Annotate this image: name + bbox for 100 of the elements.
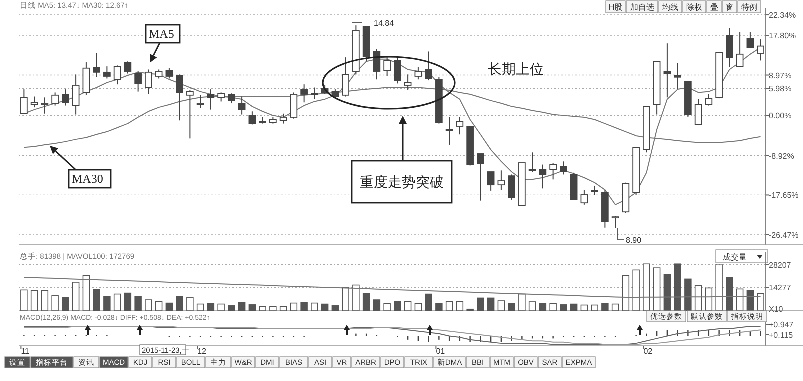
candlestick <box>664 43 672 98</box>
bar <box>134 296 142 312</box>
line-series <box>24 277 762 298</box>
bar <box>373 300 381 312</box>
bar <box>456 301 464 312</box>
bar <box>591 304 598 312</box>
y-tick-label: 22.34% <box>769 11 796 20</box>
candlestick <box>498 170 506 191</box>
bar <box>362 293 370 312</box>
bar <box>238 302 246 312</box>
candlestick <box>248 111 256 126</box>
bar <box>508 303 516 312</box>
bar <box>674 264 682 312</box>
bar <box>72 282 80 312</box>
y-tick-label: 28207 <box>769 260 792 270</box>
bar <box>580 304 588 312</box>
bar <box>539 303 547 312</box>
bar <box>498 300 506 312</box>
bar <box>176 296 184 312</box>
annotation: 成交量 <box>723 253 747 262</box>
candlestick <box>300 84 308 104</box>
candlestick <box>155 69 163 80</box>
y-tick-label: -26.47% <box>769 230 799 240</box>
bar <box>342 287 350 312</box>
candlestick <box>62 89 70 106</box>
candlestick <box>166 68 174 80</box>
candlestick <box>238 96 246 116</box>
bar <box>726 277 734 312</box>
y-tick-label: 17.80% <box>769 31 796 40</box>
bar <box>259 306 266 312</box>
bar <box>124 292 132 312</box>
candlestick <box>726 28 734 68</box>
candlestick <box>228 93 236 104</box>
annotation: 8.90 <box>626 236 642 245</box>
bar <box>145 300 152 312</box>
candlestick <box>342 57 350 98</box>
bar <box>52 296 59 312</box>
candlestick <box>41 97 49 114</box>
y-tick-label: -17.65% <box>769 191 799 200</box>
bar <box>352 284 360 312</box>
candlestick <box>394 57 402 84</box>
text: MA30 <box>72 172 104 186</box>
candlestick <box>186 90 194 140</box>
y-tick-label: 14277 <box>769 284 792 293</box>
bar <box>332 306 340 312</box>
bar <box>311 302 318 312</box>
candlestick <box>456 116 464 136</box>
candlestick <box>705 94 713 106</box>
candlestick <box>290 92 298 120</box>
candlestick <box>114 65 122 86</box>
bar <box>321 304 329 312</box>
bar <box>155 301 163 312</box>
bar <box>425 294 432 312</box>
bar <box>560 304 568 312</box>
candlestick <box>93 53 100 78</box>
bar <box>446 301 454 312</box>
annotation: 长期上位 <box>488 62 544 78</box>
annotation: 加自选 <box>630 2 654 12</box>
bar <box>104 296 111 312</box>
bar <box>394 301 402 312</box>
candlestick <box>176 74 184 122</box>
annotation: 窗 <box>726 2 734 12</box>
bar <box>487 298 495 312</box>
bar <box>404 301 412 312</box>
candlestick <box>539 164 547 190</box>
bar <box>270 306 277 312</box>
candlestick <box>736 32 744 68</box>
bar <box>20 290 28 312</box>
candlestick <box>591 185 598 196</box>
y-tick-label: 5.98% <box>769 84 792 94</box>
bar <box>30 290 38 312</box>
candlestick <box>757 39 764 62</box>
bar <box>300 302 308 312</box>
annotation: 除权 <box>686 2 702 12</box>
bar <box>218 304 225 312</box>
candlestick <box>104 66 111 80</box>
x-tick-label: 02 <box>644 347 654 356</box>
bar <box>518 294 526 312</box>
bar <box>41 290 49 312</box>
bar <box>114 294 122 312</box>
candlestick <box>746 32 754 48</box>
bar <box>186 297 194 312</box>
candlestick <box>425 51 432 82</box>
candlestick <box>674 62 682 90</box>
annotation: 叠 <box>710 2 718 12</box>
candlestick <box>446 116 454 146</box>
bar <box>570 304 578 312</box>
candlestick <box>145 69 152 96</box>
candlestick <box>72 74 80 116</box>
bar <box>228 306 236 312</box>
candlestick <box>30 96 38 108</box>
bar <box>414 303 422 312</box>
bar <box>664 274 672 312</box>
bar <box>436 303 443 312</box>
candlestick <box>20 89 28 114</box>
y-tick-label: +0.947 <box>769 320 794 330</box>
candlestick <box>560 161 568 176</box>
bar <box>612 304 620 312</box>
bar <box>166 302 174 312</box>
y-tick-label: +0.115 <box>769 330 794 340</box>
